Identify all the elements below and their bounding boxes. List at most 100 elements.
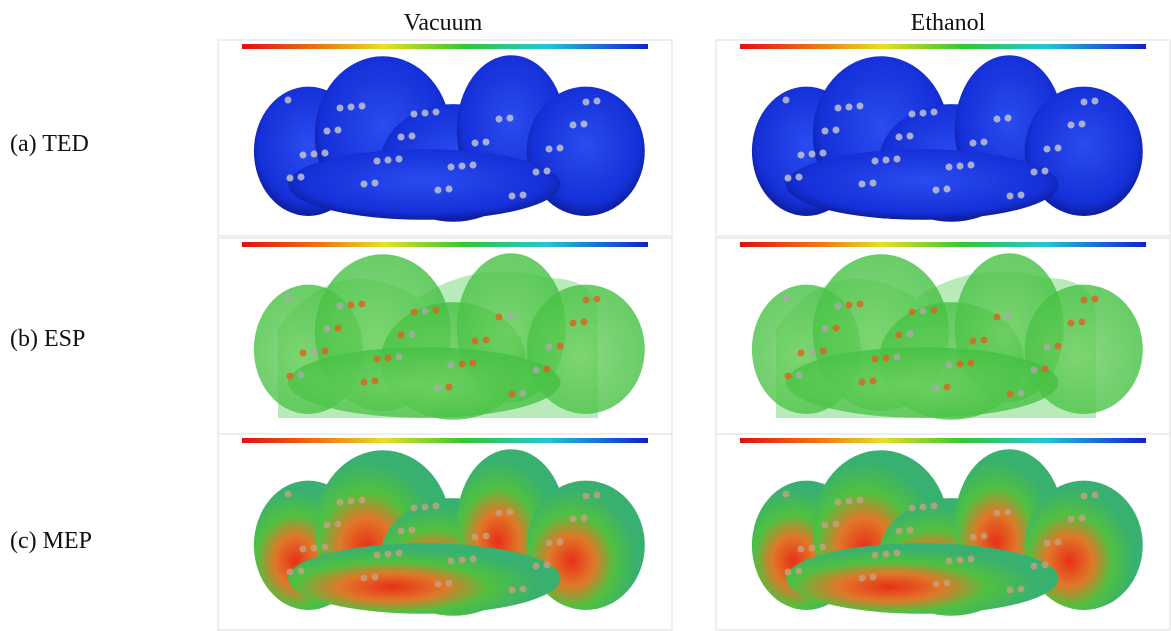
atom (298, 372, 305, 379)
surface-lobe (786, 149, 1058, 220)
atom (335, 521, 342, 528)
atom (433, 307, 440, 314)
atom (1092, 296, 1099, 303)
atom (968, 162, 975, 169)
atom (872, 158, 879, 165)
surface-lobe (786, 543, 1058, 614)
atom (409, 527, 416, 534)
atom (1007, 391, 1014, 398)
atom (335, 127, 342, 134)
atom (822, 522, 829, 529)
atom (470, 162, 477, 169)
atom (857, 497, 864, 504)
atom (544, 562, 551, 569)
figure: Vacuum Ethanol (a) TED (b) ESP (c) MEP (0, 0, 1171, 631)
atom (909, 309, 916, 316)
atom (870, 378, 877, 385)
atom (1068, 320, 1075, 327)
atom (322, 544, 329, 551)
atom (433, 503, 440, 510)
atom (1044, 344, 1051, 351)
colorbar (740, 242, 1146, 247)
atom (872, 552, 879, 559)
atom (896, 332, 903, 339)
atom (557, 343, 564, 350)
atom (446, 186, 453, 193)
colorbar (242, 242, 648, 247)
atom (520, 192, 527, 199)
atom (970, 338, 977, 345)
atom (822, 326, 829, 333)
colorbar (242, 438, 648, 443)
atom (570, 122, 577, 129)
panel (716, 40, 1170, 236)
atom (496, 116, 503, 123)
atom (435, 581, 442, 588)
atom (396, 550, 403, 557)
atom (883, 355, 890, 362)
atom (483, 533, 490, 540)
atom (933, 187, 940, 194)
atom (583, 99, 590, 106)
atom (520, 586, 527, 593)
atom (944, 384, 951, 391)
atom (1055, 539, 1062, 546)
atom (785, 175, 792, 182)
atom (372, 574, 379, 581)
atom (546, 540, 553, 547)
atom (931, 109, 938, 116)
atom (981, 533, 988, 540)
atom (422, 504, 429, 511)
atom (796, 372, 803, 379)
atom (1081, 493, 1088, 500)
atom (859, 575, 866, 582)
atom (448, 362, 455, 369)
atom (411, 111, 418, 118)
atom (372, 378, 379, 385)
atom (285, 97, 292, 104)
atom (385, 551, 392, 558)
atom (570, 320, 577, 327)
atom (300, 350, 307, 357)
atom (594, 492, 601, 499)
atom (946, 362, 953, 369)
panel (218, 238, 672, 434)
atom (1044, 146, 1051, 153)
atom (322, 150, 329, 157)
atom (820, 348, 827, 355)
atom (348, 302, 355, 309)
atom (496, 510, 503, 517)
atom (396, 354, 403, 361)
atom (509, 587, 516, 594)
atom (322, 348, 329, 355)
atom (422, 308, 429, 315)
atom (324, 522, 331, 529)
atom (311, 545, 318, 552)
row-label: (b) ESP (10, 326, 85, 352)
row-label: (c) MEP (10, 528, 92, 554)
atom (285, 491, 292, 498)
panel (218, 40, 672, 236)
atom (968, 360, 975, 367)
atom (435, 385, 442, 392)
atom (909, 111, 916, 118)
atom (300, 152, 307, 159)
atom (857, 301, 864, 308)
atom (581, 319, 588, 326)
atom (311, 349, 318, 356)
atom (798, 350, 805, 357)
atom (1081, 297, 1088, 304)
atom (968, 556, 975, 563)
atom (920, 308, 927, 315)
atom (311, 151, 318, 158)
atom (1079, 319, 1086, 326)
atom (1044, 540, 1051, 547)
atom (846, 104, 853, 111)
atom (446, 580, 453, 587)
atom (785, 569, 792, 576)
atom (398, 332, 405, 339)
atom (557, 539, 564, 546)
atom (835, 303, 842, 310)
atom (944, 186, 951, 193)
atom (846, 498, 853, 505)
